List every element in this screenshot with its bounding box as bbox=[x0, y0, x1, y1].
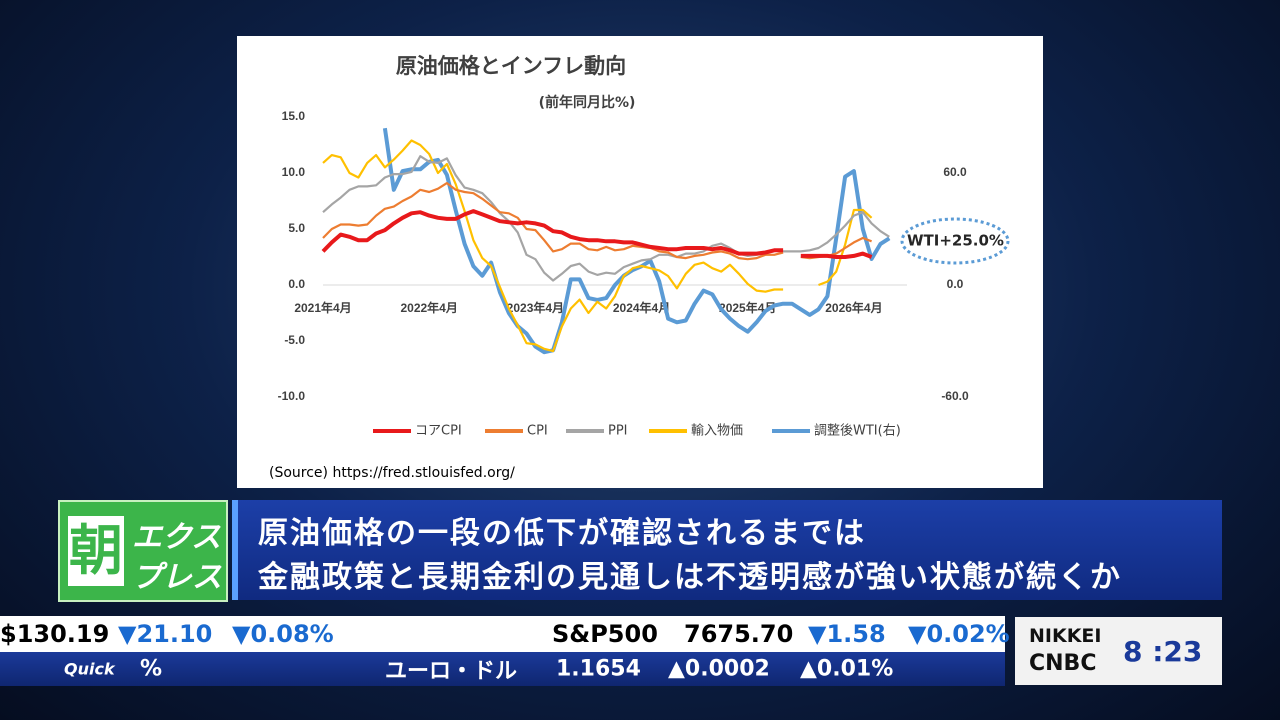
ticker-item: $130.19 bbox=[0, 620, 110, 648]
chart-title: 原油価格とインフレ動向 bbox=[396, 54, 626, 78]
network-logo: NIKKEI CNBC 8 :23 bbox=[1015, 617, 1222, 685]
y-tick-label: 5.0 bbox=[288, 221, 305, 235]
legend-label: PPI bbox=[608, 424, 628, 439]
ticker-row: $130.19 ▼21.10 ▼0.08% S&P500 7675.70 ▼1.… bbox=[0, 616, 1010, 652]
ticker-item: ▼0.08% bbox=[232, 620, 334, 648]
y-tick-label: 0.0 bbox=[288, 277, 305, 291]
program-logo: 朝 エクス プレス bbox=[58, 500, 228, 602]
x-tick-label: 2025年4月 bbox=[719, 300, 776, 315]
source: (Source) https://fred.stlouisfed.org/ bbox=[269, 465, 515, 481]
y2-tick-label: 0.0 bbox=[947, 277, 964, 291]
ticker-item: ▲0.01% bbox=[800, 656, 894, 682]
ticker-item: ユーロ・ドル bbox=[385, 659, 518, 684]
ticker-item: ▼0.02% bbox=[908, 620, 1010, 648]
ticker-row: Quick % ユーロ・ドル 1.1654 ▲0.0002 ▲0.01% bbox=[0, 652, 1005, 686]
ticker-item: 1.1654 bbox=[556, 656, 641, 682]
ticker-item: ▼21.10 bbox=[118, 620, 213, 648]
logo-main: 朝 bbox=[68, 516, 124, 586]
headline-banner: 原油価格の一段の低下が確認されるまでは 金融政策と長期金利の見通しは不透明感が強… bbox=[232, 500, 1222, 600]
ticker-item: % bbox=[140, 656, 163, 682]
legend-label: 輸入物価 bbox=[691, 424, 743, 439]
brand: CNBC bbox=[1029, 651, 1097, 676]
logo-text: エクス bbox=[132, 520, 222, 555]
headline: 金融政策と長期金利の見通しは不透明感が強い状態が続くか bbox=[258, 560, 1122, 595]
x-tick-label: 2023年4月 bbox=[507, 300, 564, 315]
y2-tick-label: -60.0 bbox=[941, 389, 969, 403]
annotation: WTI+25.0% bbox=[907, 232, 1004, 250]
series-line bbox=[322, 139, 873, 353]
x-tick-label: 2026年4月 bbox=[825, 300, 882, 315]
chart: 原油価格とインフレ動向 (前年同月比%) (Source) https://fr… bbox=[269, 54, 1010, 481]
brand: NIKKEI bbox=[1029, 625, 1102, 647]
annotation-ellipse bbox=[900, 217, 1010, 265]
y-tick-label: -10.0 bbox=[278, 389, 306, 403]
clock: 8 :23 bbox=[1123, 635, 1203, 668]
series-line bbox=[382, 127, 891, 355]
legend-label: CPI bbox=[527, 424, 548, 439]
ticker-item: ▼1.58 bbox=[808, 620, 886, 648]
y-tick-label: -5.0 bbox=[284, 333, 305, 347]
x-tick-label: 2021年4月 bbox=[294, 300, 351, 315]
ticker-item: 7675.70 bbox=[684, 620, 794, 648]
x-tick-label: 2022年4月 bbox=[400, 300, 457, 315]
y-tick-label: 10.0 bbox=[282, 165, 306, 179]
chart-subtitle: (前年同月比%) bbox=[539, 94, 636, 111]
ticker-item: ▲0.0002 bbox=[668, 656, 770, 682]
logo-text: プレス bbox=[132, 560, 222, 595]
series-line bbox=[322, 182, 872, 261]
series-line bbox=[322, 155, 890, 282]
x-tick-label: 2024年4月 bbox=[613, 300, 670, 315]
headline: 原油価格の一段の低下が確認されるまでは bbox=[258, 516, 866, 551]
ticker-item: S&P500 bbox=[552, 620, 658, 648]
ticker-item: Quick bbox=[64, 659, 115, 679]
y-tick-label: 15.0 bbox=[282, 109, 306, 123]
series-line bbox=[321, 209, 873, 259]
y2-tick-label: 60.0 bbox=[943, 165, 967, 179]
chart-panel: 原油価格とインフレ動向 (前年同月比%) (Source) https://fr… bbox=[237, 36, 1043, 488]
legend-label: コアCPI bbox=[415, 424, 462, 439]
legend-label: 調整後WTI(右) bbox=[814, 424, 901, 439]
